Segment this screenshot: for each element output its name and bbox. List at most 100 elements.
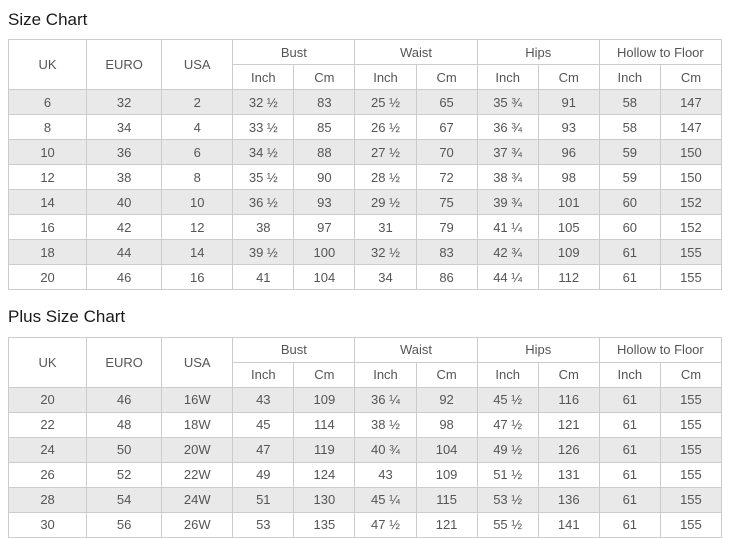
table-cell: 45 <box>232 411 295 438</box>
table-cell: 150 <box>659 139 723 166</box>
table-cell: 16W <box>161 386 234 413</box>
table-cell: 104 <box>415 436 478 463</box>
table-cell: 16 <box>7 214 88 241</box>
table-cell: 155 <box>659 436 723 463</box>
table-cell: 38 ¾ <box>476 164 539 191</box>
table-cell: 141 <box>537 511 600 538</box>
table-cell: 29 ½ <box>354 189 417 216</box>
table-row: 30 56 26W 53 135 47 ½ 121 55 ½ 141 61 155 <box>7 511 723 538</box>
table-row: 22 48 18W 45 114 38 ½ 98 47 ½ 121 61 155 <box>7 411 723 438</box>
table-cell: 61 <box>598 511 661 538</box>
plus-size-chart-body: 20 46 16W 43 109 36 ¼ 92 45 ½ 116 61 155 22 48 18W 45 1… <box>7 386 723 538</box>
table-cell: 91 <box>537 89 600 116</box>
table-cell: 38 <box>86 164 163 191</box>
column-subheader-waist-inch: Inch <box>354 64 417 91</box>
table-row: 16 42 12 38 97 31 79 41 ¼ 105 60 152 <box>7 214 723 241</box>
table-cell: 14 <box>161 239 234 266</box>
table-cell: 92 <box>415 386 478 413</box>
table-cell: 121 <box>537 411 600 438</box>
header-row-units: Inch Cm Inch Cm Inch Cm Inch Cm <box>9 64 723 91</box>
table-cell: 97 <box>293 214 356 241</box>
size-chart-table: UK EURO USA Bust Waist Hips Hollow to Fl… <box>7 39 723 291</box>
table-cell: 130 <box>293 486 356 513</box>
table-cell: 20 <box>7 386 88 413</box>
table-cell: 155 <box>659 386 723 413</box>
column-subheader-waist-inch: Inch <box>354 361 417 388</box>
table-cell: 61 <box>598 239 661 266</box>
table-cell: 39 ½ <box>232 239 295 266</box>
table-cell: 93 <box>537 114 600 141</box>
table-cell: 41 <box>232 264 295 291</box>
table-cell: 35 ½ <box>232 164 295 191</box>
column-subheader-bust-cm: Cm <box>293 64 356 91</box>
table-cell: 86 <box>415 264 478 291</box>
table-cell: 60 <box>598 214 661 241</box>
table-cell: 70 <box>415 139 478 166</box>
table-cell: 6 <box>7 89 88 116</box>
table-cell: 47 ½ <box>476 411 539 438</box>
table-cell: 28 <box>7 486 88 513</box>
column-subheader-waist-cm: Cm <box>415 361 478 388</box>
table-cell: 47 <box>232 436 295 463</box>
table-cell: 12 <box>7 164 88 191</box>
table-cell: 10 <box>161 189 234 216</box>
column-header-usa: USA <box>161 39 234 91</box>
plus-size-chart-header: UK EURO USA Bust Waist Hips Hollow to Fl… <box>7 336 723 388</box>
table-cell: 42 <box>86 214 163 241</box>
table-cell: 116 <box>537 386 600 413</box>
table-cell: 20W <box>161 436 234 463</box>
table-cell: 8 <box>7 114 88 141</box>
column-header-uk: UK <box>7 39 88 91</box>
table-cell: 32 ½ <box>354 239 417 266</box>
table-cell: 51 <box>232 486 295 513</box>
table-cell: 83 <box>293 89 356 116</box>
table-cell: 36 ¾ <box>476 114 539 141</box>
column-subheader-hips-inch: Inch <box>476 361 539 388</box>
table-cell: 136 <box>537 486 600 513</box>
table-cell: 60 <box>598 189 661 216</box>
table-cell: 155 <box>659 264 723 291</box>
table-cell: 26W <box>161 511 234 538</box>
column-subheader-waist-cm: Cm <box>415 64 478 91</box>
column-group-hollow-to-floor: Hollow to Floor <box>598 336 723 363</box>
table-cell: 43 <box>232 386 295 413</box>
table-cell: 32 ½ <box>232 89 295 116</box>
table-cell: 47 ½ <box>354 511 417 538</box>
table-cell: 45 ¼ <box>354 486 417 513</box>
table-row: 18 44 14 39 ½ 100 32 ½ 83 42 ¾ 109 61 155 <box>7 239 723 266</box>
column-group-bust: Bust <box>232 39 356 66</box>
table-cell: 61 <box>598 411 661 438</box>
table-cell: 54 <box>86 486 163 513</box>
table-cell: 50 <box>86 436 163 463</box>
table-cell: 61 <box>598 264 661 291</box>
table-row: 24 50 20W 47 119 40 ¾ 104 49 ½ 126 61 155 <box>7 436 723 463</box>
size-chart-title: Size Chart <box>8 10 88 29</box>
table-cell: 105 <box>537 214 600 241</box>
column-subheader-hollow-inch: Inch <box>598 361 661 388</box>
table-cell: 152 <box>659 189 723 216</box>
column-group-waist: Waist <box>354 39 478 66</box>
table-cell: 79 <box>415 214 478 241</box>
column-subheader-hips-cm: Cm <box>537 64 600 91</box>
column-subheader-hollow-cm: Cm <box>659 64 723 91</box>
table-cell: 27 ½ <box>354 139 417 166</box>
table-cell: 61 <box>598 461 661 488</box>
table-cell: 135 <box>293 511 356 538</box>
table-cell: 40 ¾ <box>354 436 417 463</box>
table-row: 28 54 24W 51 130 45 ¼ 115 53 ½ 136 61 155 <box>7 486 723 513</box>
table-cell: 28 ½ <box>354 164 417 191</box>
table-cell: 36 <box>86 139 163 166</box>
table-cell: 22 <box>7 411 88 438</box>
table-cell: 53 <box>232 511 295 538</box>
table-cell: 35 ¾ <box>476 89 539 116</box>
plus-size-chart-title: Plus Size Chart <box>8 307 126 327</box>
table-cell: 115 <box>415 486 478 513</box>
size-chart-body: 6 32 2 32 ½ 83 25 ½ 65 35 ¾ 91 58 147 8 34 4 33 ½ 85 26 … <box>7 89 723 291</box>
table-cell: 52 <box>86 461 163 488</box>
table-cell: 2 <box>161 89 234 116</box>
table-cell: 58 <box>598 89 661 116</box>
table-cell: 109 <box>293 386 356 413</box>
table-cell: 93 <box>293 189 356 216</box>
table-cell: 36 ½ <box>232 189 295 216</box>
table-cell: 31 <box>354 214 417 241</box>
